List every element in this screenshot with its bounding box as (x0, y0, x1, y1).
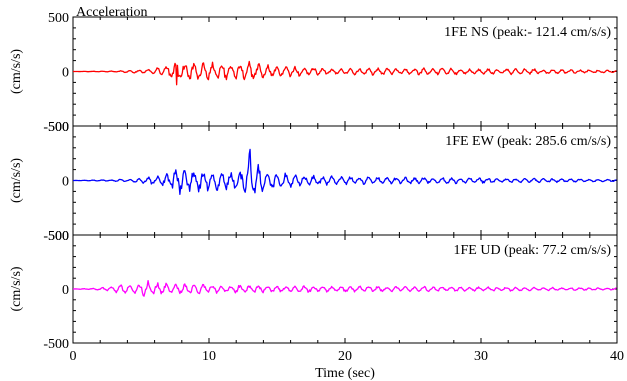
y-tick-label: 500 (48, 120, 69, 135)
y-tick-label: -500 (43, 120, 69, 135)
series-line-1 (72, 60, 617, 86)
series-line-2 (72, 148, 617, 196)
y-tick-label: 0 (62, 66, 69, 81)
x-tick-label: 40 (610, 349, 624, 364)
panel-3 (72, 234, 618, 344)
series-label: 1FE NS (peak:- 121.4 cm/s/s) (444, 25, 611, 40)
y-tick-label: -500 (43, 337, 69, 352)
y-axis-label: (cm/s/s) (9, 49, 24, 94)
x-tick-label: 30 (474, 349, 488, 364)
y-axis-label: (cm/s/s) (9, 266, 24, 311)
x-tick-label: 20 (338, 349, 352, 364)
series-label: 1FE UD (peak: 77.2 cm/s/s) (454, 243, 612, 258)
series-label: 1FE EW (peak: 285.6 cm/s/s) (445, 134, 611, 149)
y-tick-label: -500 (43, 229, 69, 244)
chart-title: Acceleration (76, 5, 148, 20)
x-tick-label: 10 (202, 349, 216, 364)
y-tick-label: 500 (48, 229, 69, 244)
y-tick-label: 0 (62, 175, 69, 190)
x-tick-label: 0 (70, 349, 77, 364)
series-line-3 (72, 280, 617, 297)
y-tick-label: 0 (62, 283, 69, 298)
y-axis-label: (cm/s/s) (9, 158, 24, 203)
y-tick-label: 500 (48, 11, 69, 26)
x-axis-label: Time (sec) (315, 366, 375, 381)
